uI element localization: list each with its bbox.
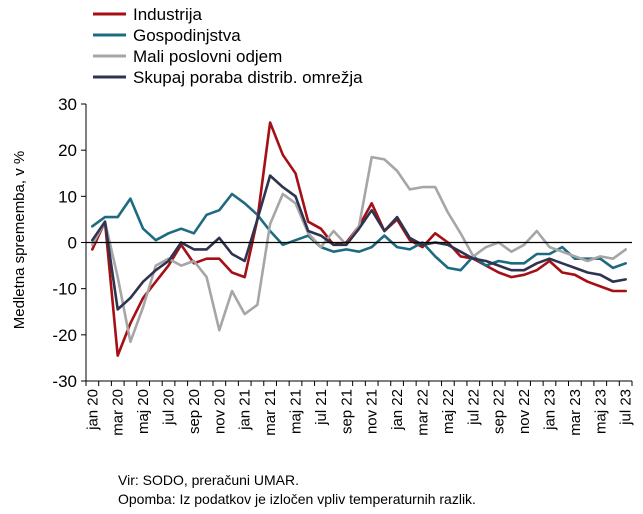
x-tick-label: nov 21 bbox=[364, 389, 381, 434]
x-tick-label: nov 22 bbox=[516, 389, 533, 434]
source-note: Vir: SODO, preračuni UMAR. bbox=[118, 472, 300, 488]
y-tick-label: -30 bbox=[52, 372, 77, 391]
x-tick-label: jul 22 bbox=[465, 389, 482, 426]
x-tick-label: sep 21 bbox=[338, 389, 355, 434]
x-tick-label: jul 20 bbox=[161, 389, 178, 426]
x-tick-label: sep 22 bbox=[491, 389, 508, 434]
x-tick-label: mar 23 bbox=[567, 389, 584, 436]
axes-layer: -30 -20 -10 0 10 20 30 jan 20 mar 20 maj 20 jul 20… bbox=[52, 95, 634, 436]
series-layer bbox=[91, 121, 628, 357]
legend-label-1: Industrija bbox=[133, 5, 203, 24]
y-tick-label: 10 bbox=[58, 187, 77, 206]
x-tick-label: mar 21 bbox=[262, 389, 279, 436]
x-tick-label: maj 23 bbox=[592, 389, 609, 434]
legend-label-2: Gospodinjstva bbox=[133, 26, 241, 45]
x-tick-label: sep 20 bbox=[186, 389, 203, 434]
x-tick-label: maj 20 bbox=[135, 389, 152, 434]
y-tick-label: -10 bbox=[52, 280, 77, 299]
legend: Industrija Gospodinjstva Mali poslovni odj… bbox=[93, 5, 363, 87]
series-line-1 bbox=[91, 121, 628, 357]
x-tick-label: jan 21 bbox=[237, 389, 254, 431]
remark-note: Opomba: Iz podatkov je izločen vpliv tem… bbox=[118, 491, 476, 507]
series-line-3 bbox=[91, 155, 628, 344]
y-tick-label: -20 bbox=[52, 326, 77, 345]
y-tick-label: 30 bbox=[58, 95, 77, 114]
series-line-2 bbox=[91, 192, 628, 272]
x-tick-label: jul 23 bbox=[618, 389, 635, 426]
x-tick-label: maj 22 bbox=[440, 389, 457, 434]
x-tick-label: mar 22 bbox=[414, 389, 431, 436]
x-tick-label: nov 20 bbox=[211, 389, 228, 434]
y-tick-label: 20 bbox=[58, 141, 77, 160]
x-tick-label: jan 23 bbox=[541, 389, 558, 431]
x-tick-label: jan 20 bbox=[84, 389, 101, 431]
x-tick-label: mar 20 bbox=[110, 389, 127, 436]
legend-label-4: Skupaj poraba distrib. omrežja bbox=[133, 68, 363, 87]
y-tick-label: 0 bbox=[68, 234, 77, 253]
x-tick-label: jan 22 bbox=[389, 389, 406, 431]
legend-label-3: Mali poslovni odjem bbox=[133, 47, 282, 66]
y-axis-label: Medletna sprememba, v % bbox=[11, 151, 28, 329]
x-tick-label: jul 21 bbox=[313, 389, 330, 426]
x-tick-label: maj 21 bbox=[288, 389, 305, 434]
